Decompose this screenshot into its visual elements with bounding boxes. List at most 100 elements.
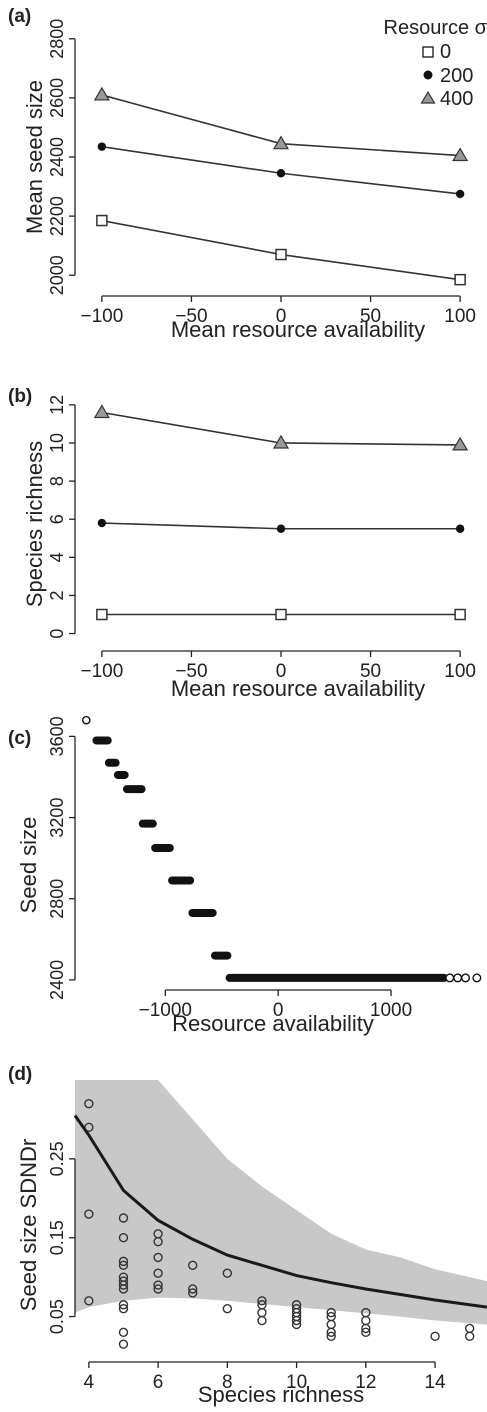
data-point	[84, 1296, 94, 1306]
x-tick-label: 50	[360, 306, 381, 327]
x-tick-label: 0	[276, 661, 287, 682]
data-point-square	[275, 608, 287, 621]
data-point	[257, 1296, 267, 1306]
panel-d: (d) Species richness Seed size SDNDr 0.0…	[8, 1064, 487, 1407]
x-tick-label: −100	[80, 306, 123, 327]
y-tick-label: 0.15	[47, 1220, 67, 1255]
panel-c: (c) Resource availability Seed size 2400…	[8, 715, 482, 1036]
y-tick-label: 0	[47, 629, 67, 639]
x-tick-label: −1000	[139, 1000, 192, 1021]
x-tick-label: 12	[355, 1372, 376, 1393]
y-tick-label: 2800	[47, 879, 67, 919]
y-tick-label: 2600	[47, 78, 67, 118]
point-cluster	[168, 876, 195, 885]
confidence-band	[75, 1080, 487, 1325]
legend: Resource σ 0 200 400	[384, 17, 487, 110]
x-tick-label: 100	[444, 306, 476, 327]
data-point	[464, 1331, 475, 1341]
data-point	[326, 1327, 336, 1338]
data-point	[361, 1327, 371, 1338]
data-point	[84, 1209, 94, 1219]
point-cluster	[225, 973, 449, 982]
panel-a-y-axis-label: Mean seed size	[22, 80, 47, 234]
x-tick-label: 8	[222, 1372, 233, 1393]
data-point	[153, 1252, 163, 1263]
panel-c-y-axis-label: Seed size	[16, 817, 41, 914]
data-point	[326, 1307, 336, 1318]
data-point-triangle	[272, 434, 290, 449]
x-tick-label: −100	[80, 661, 123, 682]
data-point	[188, 1284, 198, 1294]
data-point	[361, 1315, 371, 1326]
y-tick-label: 0.25	[47, 1141, 67, 1176]
y-tick-label: 2000	[47, 255, 67, 295]
data-point	[153, 1284, 163, 1294]
panel-b: (b) Mean resource availability Species r…	[8, 386, 476, 701]
y-tick-label: 6	[47, 514, 67, 524]
data-point	[326, 1319, 336, 1330]
data-point	[461, 973, 471, 983]
y-tick-label: 12	[47, 395, 67, 415]
data-point	[118, 1284, 129, 1294]
data-point	[153, 1236, 163, 1247]
y-tick-label: 2400	[47, 960, 67, 1000]
data-point	[257, 1315, 267, 1326]
data-point-circle	[455, 189, 465, 199]
data-point	[81, 715, 91, 725]
panel-a-label: (a)	[8, 6, 31, 27]
legend-marker-square	[422, 46, 434, 58]
data-point-circle	[276, 169, 286, 178]
data-point-square	[96, 214, 108, 227]
data-point-circle	[455, 524, 465, 533]
point-cluster	[151, 844, 174, 853]
x-tick-label: 1000	[370, 1000, 412, 1021]
legend-label-400: 400	[440, 88, 473, 110]
y-tick-label: 2800	[47, 19, 67, 59]
x-tick-label: −50	[175, 306, 207, 327]
x-tick-label: 50	[360, 661, 381, 682]
legend-label-200: 200	[440, 65, 473, 87]
data-point	[118, 1213, 129, 1223]
data-point-triangle	[452, 147, 469, 162]
data-point	[118, 1327, 129, 1338]
y-tick-label: 4	[47, 552, 67, 562]
data-point	[453, 973, 463, 983]
data-point	[188, 1288, 198, 1298]
data-point-triangle	[93, 404, 110, 419]
data-point	[361, 1323, 371, 1334]
x-tick-label: 0	[276, 306, 287, 327]
y-tick-label: 2400	[47, 137, 67, 177]
data-point-square	[454, 608, 466, 621]
point-cluster	[92, 736, 112, 745]
panel-c-label: (c)	[8, 728, 31, 749]
data-point	[118, 1260, 129, 1271]
data-point-circle	[97, 142, 107, 151]
data-point-circle	[276, 524, 286, 533]
legend-marker-triangle	[420, 90, 436, 104]
y-tick-label: 10	[47, 433, 67, 453]
data-point	[118, 1339, 129, 1349]
point-cluster	[113, 770, 129, 779]
data-point	[222, 1268, 233, 1278]
y-tick-label: 3200	[47, 798, 67, 838]
fit-line	[73, 1114, 487, 1309]
panel-b-y-axis-label: Species richness	[22, 441, 47, 607]
data-point-square	[454, 273, 466, 286]
y-tick-label: 0.05	[47, 1299, 67, 1334]
data-point	[153, 1268, 163, 1278]
data-point	[84, 1098, 94, 1109]
point-cluster	[122, 785, 146, 794]
data-point	[118, 1256, 129, 1267]
data-point-square	[96, 608, 108, 621]
x-tick-label: 0	[273, 1000, 284, 1021]
data-point	[291, 1319, 302, 1330]
data-point-triangle	[93, 86, 110, 101]
data-point	[257, 1307, 267, 1318]
data-point	[430, 1331, 440, 1341]
data-point	[326, 1331, 336, 1341]
point-cluster	[210, 951, 232, 960]
data-point	[153, 1280, 163, 1290]
data-point	[445, 973, 455, 983]
x-tick-label: 100	[444, 661, 476, 682]
data-point	[222, 1303, 233, 1314]
